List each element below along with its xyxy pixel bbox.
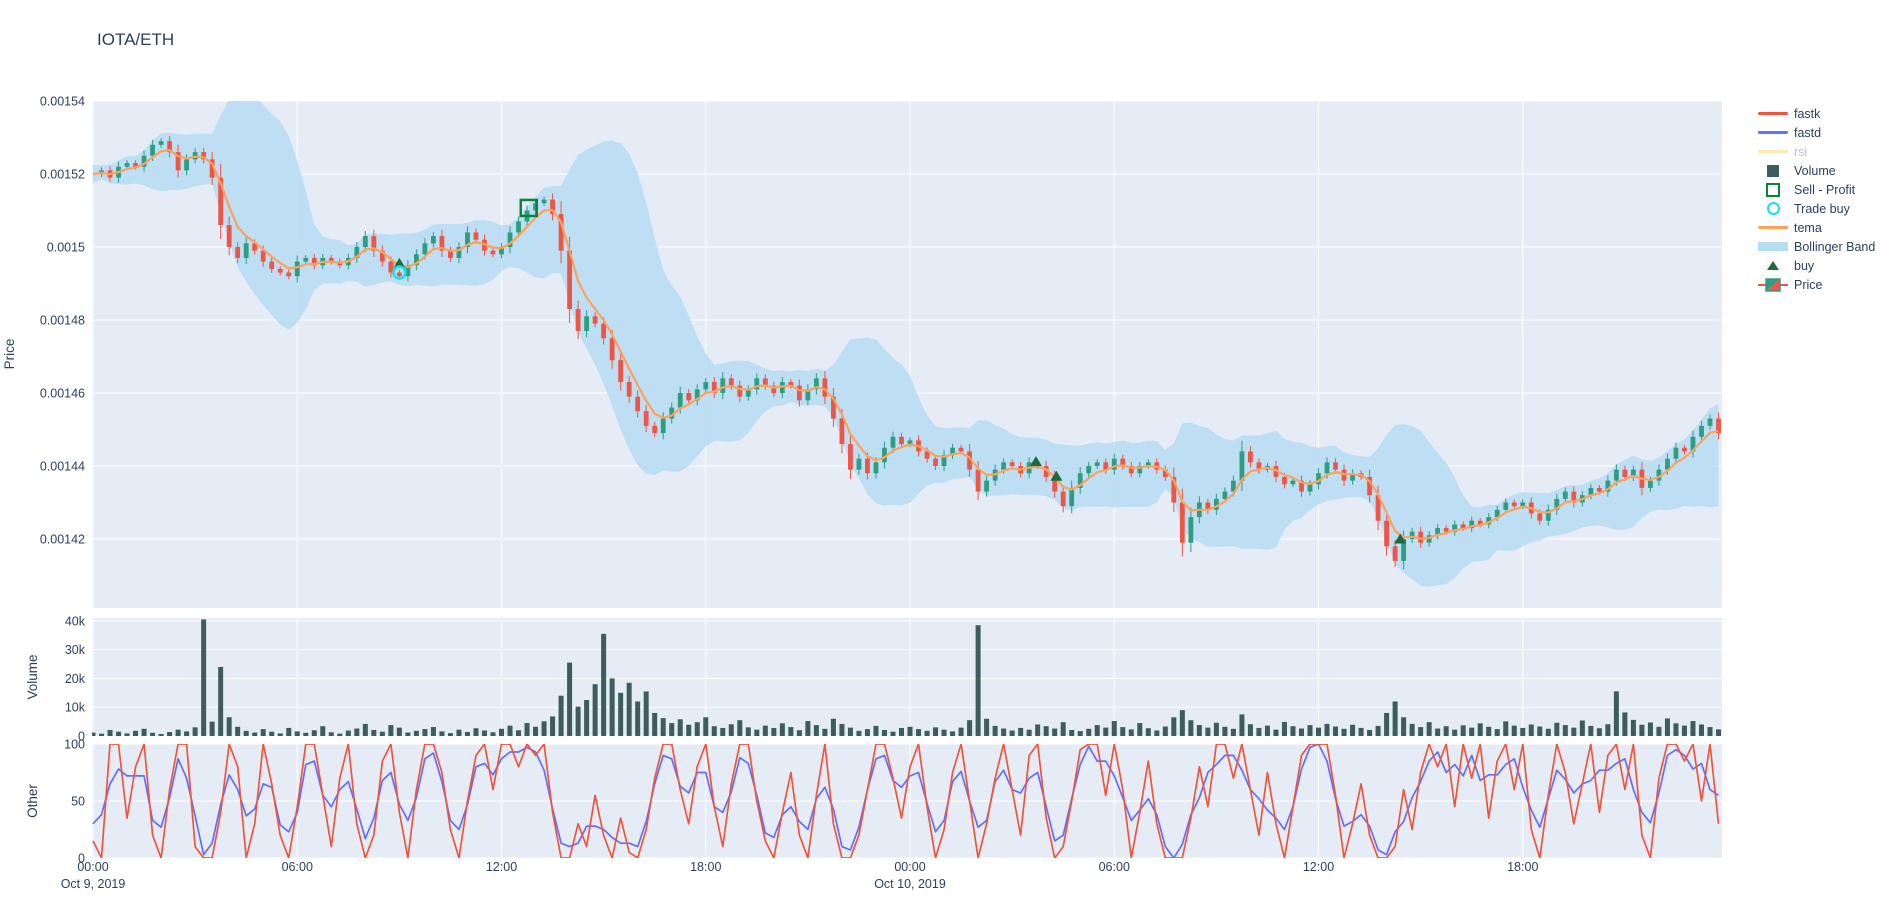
other-tick-label: 100 [64, 738, 85, 752]
legend-line-icon [1752, 112, 1794, 115]
x-date-label: Oct 10, 2019 [874, 877, 946, 891]
x-tick-label: 18:00 [690, 860, 721, 874]
fastd-line [92, 744, 1719, 858]
buy-marker [1029, 456, 1042, 467]
price-tick-label: 0.00142 [40, 533, 85, 547]
axis-tick-labels: 0.00154 0.00152 0.0015 0.00148 0.00146 0.0014… [40, 95, 1539, 892]
legend-item-label: Trade buy [1794, 201, 1850, 216]
other-axis-title: Other [25, 784, 40, 818]
legend-line-icon [1752, 150, 1794, 153]
buy-marker [1394, 533, 1407, 544]
volume-tick-label: 30k [65, 643, 86, 657]
buy-marker [1050, 470, 1063, 481]
x-tick-label: 06:00 [1099, 860, 1130, 874]
legend-item[interactable]: Price [1752, 275, 1875, 294]
legend-band-icon [1752, 242, 1794, 251]
legend-item[interactable]: fastk [1752, 104, 1875, 123]
legend-item-label: Bollinger Band [1794, 239, 1876, 254]
candlestick-series [99, 136, 1721, 570]
price-axis-title: Price [2, 339, 17, 370]
price-tick-label: 0.0015 [47, 241, 85, 255]
volume-tick-label: 20k [65, 672, 86, 686]
price-tick-label: 0.00146 [40, 387, 85, 401]
x-tick-label: 12:00 [486, 860, 517, 874]
volume-tick-label: 0 [78, 730, 85, 744]
price-tick-label: 0.00144 [40, 460, 85, 474]
legend-item-label: buy [1794, 258, 1815, 273]
x-tick-label: 00:00 [77, 860, 108, 874]
panel-bg-volume [92, 618, 1722, 736]
legend-item-label: fastd [1794, 125, 1822, 140]
legend-open-circle-icon [1752, 202, 1794, 215]
tema-line [92, 149, 1719, 540]
legend-item-label: tema [1794, 220, 1822, 235]
legend-item[interactable]: Sell - Profit [1752, 180, 1875, 199]
legend-line-icon [1752, 131, 1794, 134]
volume-tick-label: 40k [65, 614, 86, 628]
legend-item-label: Sell - Profit [1794, 182, 1856, 197]
price-tick-label: 0.00152 [40, 168, 85, 182]
bollinger-band [93, 101, 1719, 587]
volume-tick-label: 10k [65, 701, 86, 715]
legend-item[interactable]: Trade buy [1752, 199, 1875, 218]
price-tick-label: 0.00154 [40, 95, 85, 109]
legend-item[interactable]: Bollinger Band [1752, 237, 1875, 256]
legend-open-square-icon [1752, 182, 1794, 197]
x-tick-label: 06:00 [282, 860, 313, 874]
legend-triangle-icon [1752, 261, 1794, 270]
volume-series [92, 619, 1722, 736]
legend-item[interactable]: fastd [1752, 123, 1875, 142]
x-tick-label: 18:00 [1507, 860, 1538, 874]
legend-line-icon [1752, 226, 1794, 229]
legend-candle-icon [1752, 277, 1794, 293]
legend-square-icon [1752, 164, 1794, 177]
volume-axis-title: Volume [25, 654, 40, 699]
other-tick-label: 0 [78, 852, 85, 866]
other-tick-label: 50 [71, 795, 85, 809]
x-tick-label: 00:00 [894, 860, 925, 874]
trade-buy-marker [392, 265, 407, 280]
legend-item[interactable]: buy [1752, 256, 1875, 275]
legend-item-label: rsi [1794, 144, 1808, 159]
x-date-label: Oct 9, 2019 [61, 877, 126, 891]
legend: fastk fastd rsi Volume Sell - Profit Trade bu… [1752, 104, 1875, 294]
price-tick-label: 0.00148 [40, 314, 85, 328]
legend-item[interactable]: rsi [1752, 142, 1875, 161]
trade-markers [392, 198, 1407, 544]
sell-profit-marker [519, 198, 538, 218]
legend-item-label: Price [1794, 277, 1823, 292]
legend-item-label: Volume [1794, 163, 1836, 178]
chart-title: IOTA/ETH [97, 30, 175, 49]
legend-item-label: fastk [1794, 106, 1821, 121]
x-tick-label: 12:00 [1303, 860, 1334, 874]
buy-marker [393, 257, 406, 268]
fastk-line [92, 744, 1720, 858]
legend-item[interactable]: Volume [1752, 161, 1875, 180]
gridlines [92, 100, 1722, 859]
legend-item[interactable]: tema [1752, 218, 1875, 237]
